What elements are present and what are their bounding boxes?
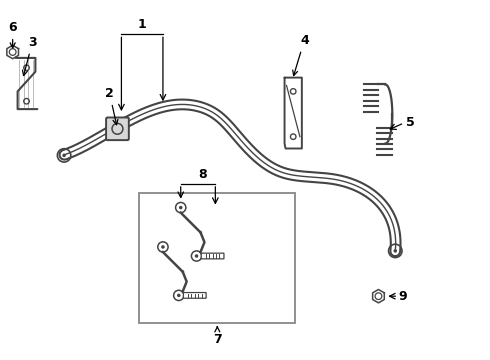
Text: 7: 7 bbox=[213, 327, 221, 346]
Text: 2: 2 bbox=[105, 87, 118, 125]
Circle shape bbox=[195, 254, 198, 258]
Text: 8: 8 bbox=[198, 168, 207, 181]
Text: 1: 1 bbox=[138, 18, 147, 31]
Circle shape bbox=[62, 154, 66, 157]
Bar bbox=[139, 193, 295, 323]
Circle shape bbox=[179, 206, 182, 210]
Circle shape bbox=[177, 294, 180, 297]
Polygon shape bbox=[7, 45, 19, 59]
Text: 5: 5 bbox=[406, 116, 415, 129]
FancyBboxPatch shape bbox=[106, 117, 129, 140]
Text: 4: 4 bbox=[293, 34, 309, 76]
Text: 6: 6 bbox=[8, 21, 17, 48]
Text: 9: 9 bbox=[399, 290, 408, 303]
Polygon shape bbox=[373, 289, 384, 303]
FancyBboxPatch shape bbox=[183, 293, 206, 298]
Circle shape bbox=[161, 245, 165, 249]
Text: 3: 3 bbox=[23, 36, 37, 76]
Circle shape bbox=[393, 249, 397, 253]
Polygon shape bbox=[285, 78, 302, 148]
FancyBboxPatch shape bbox=[201, 253, 224, 259]
